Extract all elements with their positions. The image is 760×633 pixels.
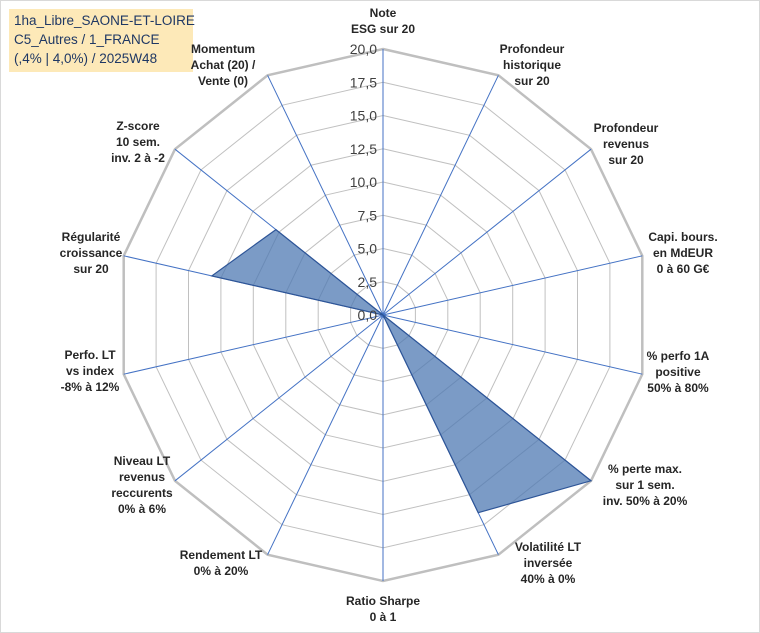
- axis-label-10: Niveau LT revenus reccurents 0% à 6%: [111, 454, 173, 516]
- axis-label-5-line-2: positive: [655, 365, 701, 379]
- axis-spoke-14: [267, 75, 384, 316]
- axis-label-11-line-1: Perfo. LT: [64, 348, 116, 362]
- axis-label-13-line-3: inv. 2 à -2: [111, 151, 165, 165]
- axis-label-10-line-2: revenus: [119, 470, 165, 484]
- axis-label-14-line-2: Achat (20) /: [191, 58, 256, 72]
- axis-label-7: Volatilité LT inversée 40% à 0%: [515, 540, 582, 586]
- axis-label-7-line-1: Volatilité LT: [515, 540, 582, 554]
- axis-label-8-line-1: Ratio Sharpe: [346, 594, 420, 608]
- tick-label-6: 15,0: [350, 108, 377, 124]
- tick-label-2: 5,0: [358, 241, 378, 257]
- axis-spoke-5: [382, 314, 643, 375]
- axis-label-2-line-1: Profondeur: [500, 42, 565, 56]
- tick-labels: 0,0 2,5 5,0 7,5 10,0 12,5 15,0 17,5 20,0: [350, 41, 377, 323]
- chart-title-box: 1ha_Libre_SAONE-ET-LOIRE C5_Autres / 1_F…: [9, 9, 195, 72]
- tick-label-3: 7,5: [358, 207, 378, 223]
- axis-label-3-line-2: revenus: [603, 137, 649, 151]
- axis-label-1: Note ESG sur 20: [351, 6, 415, 36]
- axis-label-6: % perte max. sur 1 sem. inv. 50% à 20%: [603, 462, 688, 508]
- axis-label-5-line-1: % perfo 1A: [647, 349, 710, 363]
- axis-label-8: Ratio Sharpe 0 à 1: [346, 594, 420, 624]
- axis-spoke-11: [123, 314, 384, 375]
- axis-label-10-line-1: Niveau LT: [114, 454, 171, 468]
- title-line-3: (,4% | 4,0%) / 2025W48: [14, 51, 158, 66]
- axis-label-4: Capi. bours. en MdEUR 0 à 60 G€: [648, 230, 717, 276]
- axis-label-13-line-1: Z-score: [116, 119, 160, 133]
- axis-label-1-line-2: ESG sur 20: [351, 22, 415, 36]
- axis-label-13-line-2: 10 sem.: [116, 135, 160, 149]
- axis-label-14: Momentum Achat (20) / Vente (0): [191, 42, 256, 88]
- axis-label-5-line-3: 50% à 80%: [647, 381, 709, 395]
- axis-label-7-line-2: inversée: [524, 556, 573, 570]
- axis-label-12: Régularité croissance sur 20: [60, 230, 123, 276]
- axis-label-6-line-2: sur 1 sem.: [615, 478, 674, 492]
- axis-label-4-line-1: Capi. bours.: [648, 230, 717, 244]
- axis-label-1-line-1: Note: [370, 6, 397, 20]
- axis-label-11-line-2: vs index: [66, 364, 114, 378]
- axis-label-5: % perfo 1A positive 50% à 80%: [647, 349, 710, 395]
- axis-label-14-line-1: Momentum: [191, 42, 255, 56]
- data-series-area: [210, 228, 593, 514]
- axis-label-2-line-3: sur 20: [514, 74, 550, 88]
- axis-label-7-line-3: 40% à 0%: [521, 572, 576, 586]
- axis-label-8-line-2: 0 à 1: [370, 610, 397, 624]
- axis-label-12-line-2: croissance: [60, 246, 123, 260]
- title-line-1: 1ha_Libre_SAONE-ET-LOIRE: [14, 13, 195, 28]
- axis-label-6-line-1: % perte max.: [608, 462, 682, 476]
- tick-label-7: 17,5: [350, 74, 377, 90]
- axis-label-9-line-2: 0% à 20%: [194, 564, 249, 578]
- axis-label-3-line-1: Profondeur: [594, 121, 659, 135]
- tick-label-1: 2,5: [358, 274, 378, 290]
- axis-label-3-line-3: sur 20: [608, 153, 644, 167]
- axis-spoke-2: [382, 75, 499, 316]
- tick-label-0: 0,0: [358, 307, 378, 323]
- axis-label-11: Perfo. LT vs index -8% à 12%: [61, 348, 120, 394]
- axis-spoke-4: [382, 255, 643, 316]
- axis-label-6-line-3: inv. 50% à 20%: [603, 494, 688, 508]
- axis-label-12-line-3: sur 20: [73, 262, 109, 276]
- axis-label-13: Z-score 10 sem. inv. 2 à -2: [111, 119, 165, 165]
- axis-spoke-3: [382, 148, 592, 316]
- axis-label-2: Profondeur historique sur 20: [500, 42, 565, 88]
- axis-spoke-9: [267, 314, 384, 555]
- axis-label-12-line-1: Régularité: [62, 230, 121, 244]
- tick-label-8: 20,0: [350, 41, 377, 57]
- axis-label-9: Rendement LT 0% à 20%: [180, 548, 263, 578]
- axis-spoke-10: [174, 314, 384, 482]
- axis-label-10-line-3: reccurents: [111, 486, 173, 500]
- axis-labels: Note ESG sur 20 Profondeur historique sur 20…: [60, 6, 718, 624]
- axis-label-3: Profondeur revenus sur 20: [594, 121, 659, 167]
- axis-label-14-line-3: Vente (0): [198, 74, 248, 88]
- axis-label-2-line-2: historique: [503, 58, 561, 72]
- axis-label-11-line-3: -8% à 12%: [61, 380, 120, 394]
- axis-label-10-line-4: 0% à 6%: [118, 502, 166, 516]
- title-line-2: C5_Autres / 1_FRANCE: [14, 32, 160, 47]
- axis-label-9-line-1: Rendement LT: [180, 548, 263, 562]
- axis-label-4-line-3: 0 à 60 G€: [657, 262, 710, 276]
- tick-label-4: 10,0: [350, 174, 377, 190]
- tick-label-5: 12,5: [350, 141, 377, 157]
- axis-label-4-line-2: en MdEUR: [653, 246, 713, 260]
